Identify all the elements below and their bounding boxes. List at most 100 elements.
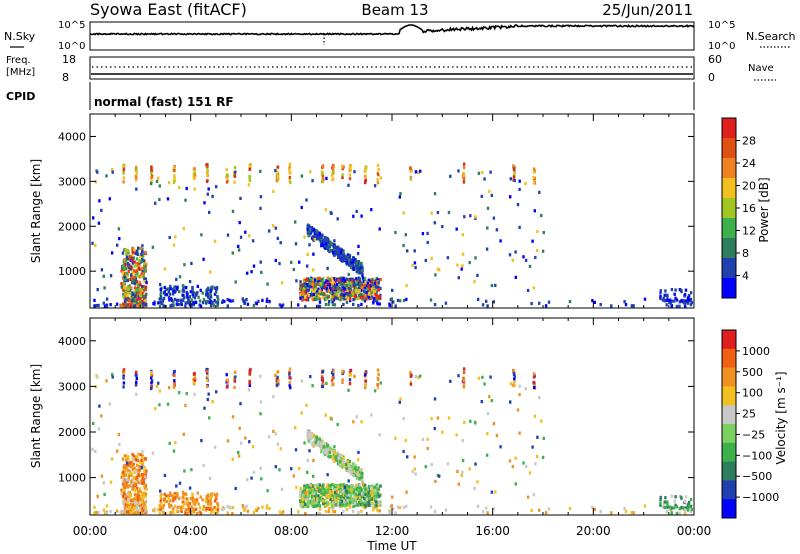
radar-cell [169,284,172,288]
radar-cell [436,210,440,215]
radar-cell [121,474,125,478]
radar-cell [348,460,352,464]
radar-cell [182,502,186,507]
radar-cell [538,396,541,400]
radar-cell [351,294,354,298]
radar-cell [188,486,192,490]
radar-cell [210,507,214,511]
radar-cell [356,496,359,500]
radar-cell [132,509,135,513]
radar-cell [426,446,429,451]
radar-cell [324,302,328,306]
radar-cell [526,495,530,499]
radar-cell [137,501,141,506]
radar-cell [310,495,314,499]
radar-cell [214,497,218,501]
radar-cell [288,171,291,175]
radar-cell [438,268,441,272]
radar-cell [120,475,123,479]
radar-cell [313,278,317,282]
radar-cell [687,295,690,299]
radar-cell [139,489,142,494]
radar-cell [312,278,315,282]
radar-cell [134,504,138,508]
radar-cell [324,280,328,284]
radar-cell [308,225,311,229]
radar-cell [326,295,329,299]
radar-cell [304,288,307,292]
radar-cell [193,392,196,396]
radar-cell [687,297,691,302]
radar-cell [200,439,203,443]
radar-cell [300,497,303,501]
radar-cell [430,211,433,215]
radar-cell [357,244,360,248]
radar-cell [336,489,339,493]
radar-cell [126,470,130,474]
radar-cell [536,435,539,439]
radar-cell [145,292,148,296]
radar-cell [473,280,476,284]
radar-cell [462,379,466,383]
radar-cell [394,304,397,308]
radar-cell [150,387,153,391]
radar-cell [341,258,344,262]
radar-cell [490,193,493,197]
radar-cell [358,264,361,268]
radar-cell [105,174,108,178]
radar-cell [378,227,381,231]
radar-cell [131,300,134,304]
radar-cell [241,504,244,508]
radar-cell [274,373,277,377]
radar-cell [666,502,669,506]
radar-cell [329,242,332,246]
radar-cell [342,256,345,260]
radar-cell [318,507,322,511]
radar-cell [328,489,331,493]
radar-cell [174,297,177,301]
radar-cell [334,296,338,300]
radar-cell [534,255,537,260]
radar-cell [591,505,594,509]
radar-cell [343,488,347,492]
radar-cell [299,287,302,291]
colorbar-swatch [722,118,736,139]
radar-cell [516,408,520,412]
radar-cell [315,483,318,488]
radar-cell [678,494,682,498]
radar-cell [334,451,337,455]
radar-cell [136,458,139,463]
radar-cell [150,165,153,170]
radar-cell [365,504,368,508]
radar-cell [182,226,185,231]
radar-cell [430,417,433,421]
radar-cell [334,490,337,495]
radar-cell [322,492,325,496]
radar-cell [121,288,125,292]
radar-cell [463,215,466,219]
radar-cell [102,274,105,278]
radar-cell [337,278,340,282]
radar-cell [137,452,140,456]
radar-cell [164,500,167,504]
radar-cell [374,500,378,504]
radar-cell [190,298,193,302]
radar-cell [316,276,320,280]
radar-cell [127,251,130,255]
radar-cell [102,508,105,512]
radar-cell [130,273,133,277]
radar-cell [678,511,681,515]
radar-cell [518,187,521,191]
radar-cell [127,457,130,461]
radar-cell [541,249,545,253]
radar-cell [129,255,132,259]
radar-cell [135,165,138,170]
radar-cell [303,489,306,493]
radar-cell [245,504,248,508]
radar-cell [532,170,536,174]
radar-cell [321,174,325,178]
radar-cell [167,502,171,506]
radar-cell [310,288,314,292]
radar-cell [438,474,441,478]
radar-cell [513,383,516,388]
